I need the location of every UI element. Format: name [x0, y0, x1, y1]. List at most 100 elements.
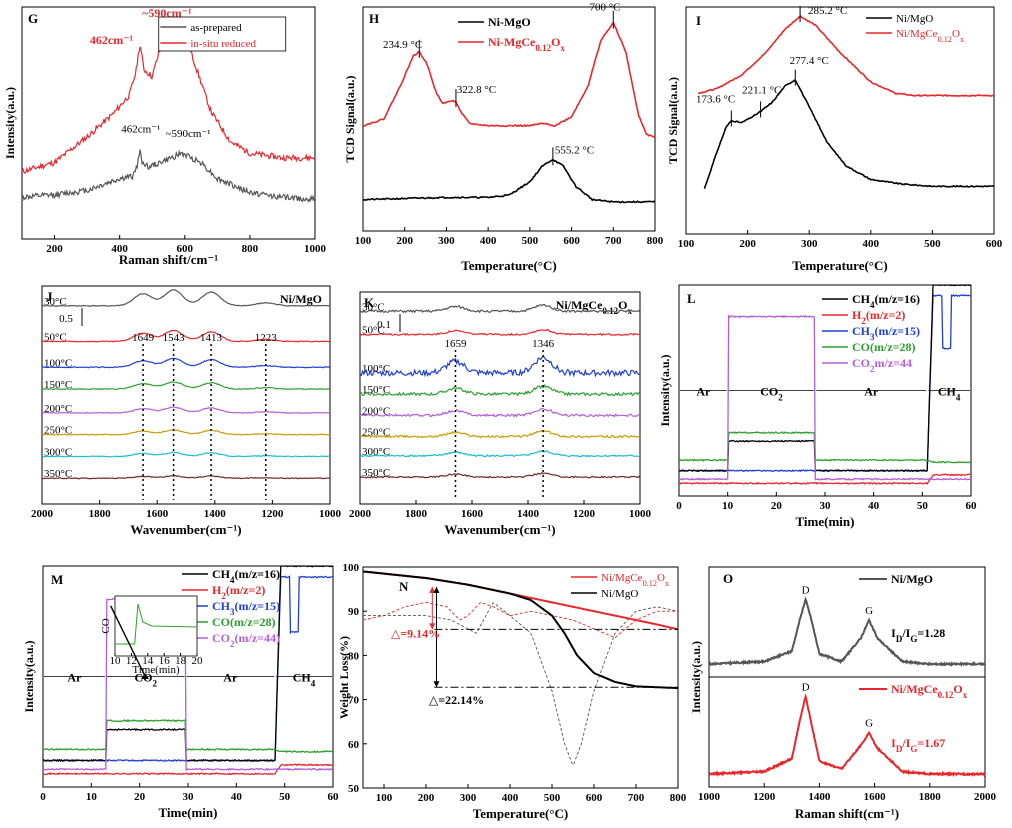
inset-pointer-head — [141, 673, 149, 679]
x-axis-label: Temperature(°C) — [461, 258, 556, 273]
legend-label: CH3(m/z=15) — [852, 324, 920, 342]
ratio-label: ID/IG=1.28 — [891, 626, 945, 644]
y-tick-label: 70 — [348, 695, 360, 707]
x-tick-label: 600 — [586, 792, 603, 804]
text-segment: CO — [760, 385, 778, 399]
x-tick-label: 200 — [46, 243, 63, 255]
x-tick-label: 600 — [986, 238, 1003, 250]
peak-label: ~590cm⁻¹ — [142, 6, 192, 20]
text-segment: 2 — [870, 364, 875, 374]
spectrum-line-350c — [359, 471, 641, 479]
x-tick-label: 100 — [678, 238, 695, 250]
legend-label: Ni/MgCe0.12Ox — [601, 572, 670, 588]
x-tick-label: 0 — [676, 500, 682, 512]
x-tick-label: 20 — [134, 791, 146, 803]
text-segment: 2 — [152, 679, 157, 689]
x-tick-label: 700 — [628, 792, 645, 804]
peak-label: 221.1 °C — [742, 84, 781, 96]
legend-label: CH3(m/z=15) — [212, 599, 280, 617]
x-tick-label: 20 — [771, 500, 783, 512]
panel-title: Ni/MgO — [280, 292, 322, 306]
subplot-frame — [708, 566, 986, 678]
x-axis-label: Time(min) — [796, 514, 855, 529]
x-axis-label: Time(min) — [159, 805, 218, 820]
x-tick-label: 600 — [177, 243, 194, 255]
text-segment: Ar — [864, 385, 879, 399]
region-label: Ar — [223, 671, 238, 685]
text-segment: =1.67 — [917, 736, 945, 750]
text-segment: (m/z=2) — [226, 583, 266, 597]
x-axis-label: Wavenumber(cm⁻¹) — [444, 522, 555, 537]
region-label: Ar — [696, 385, 711, 399]
legend-label: H2(m/z=2) — [852, 308, 905, 326]
text-segment: Ni/MgO — [896, 13, 933, 25]
x-tick-label: 400 — [111, 243, 128, 255]
text-segment: Ce — [630, 572, 642, 584]
text-segment: CH — [293, 671, 312, 685]
text-segment: 4 — [870, 300, 875, 310]
text-segment: (m/z=16) — [875, 292, 921, 306]
region-label: CH4 — [293, 671, 316, 689]
temperature-label: 50°C — [362, 324, 385, 336]
inset-tick-label: 16 — [159, 655, 171, 667]
trace-line-ch4 — [42, 565, 333, 763]
temperature-label: 350°C — [362, 467, 390, 479]
peak-label: 1659 — [444, 338, 467, 350]
text-segment: in-situ reduced — [190, 38, 256, 50]
peak-label: 462cm⁻¹ — [90, 33, 134, 47]
x-tick-label: 0 — [40, 791, 46, 803]
text-segment: 2 — [230, 639, 235, 649]
panel-label: O — [723, 571, 733, 586]
panel-g: 200 400 600 800 1000 G 462cm⁻¹ ~590cm⁻¹ 462cm⁻¹ ~… — [3, 6, 327, 267]
temperature-label: 30°C — [362, 301, 385, 313]
panel-label: H — [369, 11, 379, 26]
text-segment: O — [952, 28, 960, 40]
y-axis-label: Intensity(a.u.) — [658, 354, 672, 426]
x-tick-label: 800 — [242, 243, 259, 255]
legend-label: Ni-MgCe0.12Ox — [488, 35, 565, 53]
text-segment: Ce — [925, 28, 937, 40]
x-tick-label: 50 — [917, 500, 929, 512]
text-segment: =1.28 — [917, 626, 945, 640]
peak-label: 234.9 °C — [383, 39, 422, 51]
x-tick-label: 100 — [355, 235, 372, 247]
panel-label: N — [399, 579, 409, 594]
series-line-as-prepared — [21, 149, 316, 203]
x-tick-label: 1600 — [146, 508, 169, 520]
legend-label: CO(m/z=28) — [212, 615, 276, 629]
peak-label: 1223 — [255, 332, 278, 344]
text-segment: CH — [852, 324, 871, 338]
plot-frame — [362, 566, 679, 789]
x-tick-label: 1800 — [89, 508, 112, 520]
region-label: CO2 — [760, 385, 783, 403]
x-tick-label: 400 — [863, 238, 880, 250]
text-segment: (m/z=16) — [235, 567, 281, 581]
temperature-label: 250°C — [44, 425, 72, 437]
x-tick-label: 700 — [605, 235, 622, 247]
panel-label: I — [696, 13, 701, 28]
text-segment: I — [891, 736, 896, 750]
text-segment: x — [963, 690, 968, 700]
inset-tick-label: 20 — [192, 655, 204, 667]
spectrum-line-150c — [359, 384, 641, 397]
text-segment: 4 — [230, 575, 235, 585]
x-tick-label: 300 — [801, 238, 818, 250]
scale-bar-label: 0.5 — [59, 313, 73, 325]
x-tick-label: 100 — [376, 792, 393, 804]
spectrum-line-30c — [41, 289, 331, 307]
x-tick-label: 500 — [522, 235, 539, 247]
text-segment: Ar — [223, 671, 238, 685]
x-tick-label: 500 — [924, 238, 941, 250]
x-tick-label: 30 — [820, 500, 832, 512]
y-axis-label: Intensity(a.u.) — [689, 641, 703, 713]
delta-label: △=22.14% — [429, 693, 484, 707]
series-line-ni-mgce — [698, 15, 994, 98]
inset-tick-label: 18 — [175, 655, 187, 667]
panel-o: DGID/IG=1.28Ni/MgODGID/IG=1.67Ni/MgCe0.1… — [689, 566, 997, 821]
trace-line-ch3 — [678, 293, 972, 473]
text-segment: Ni/MgO — [280, 292, 322, 306]
y-axis-label: Intensity(a.u.) — [22, 640, 36, 712]
text-segment: I — [891, 626, 896, 640]
x-tick-label: 200 — [396, 235, 413, 247]
